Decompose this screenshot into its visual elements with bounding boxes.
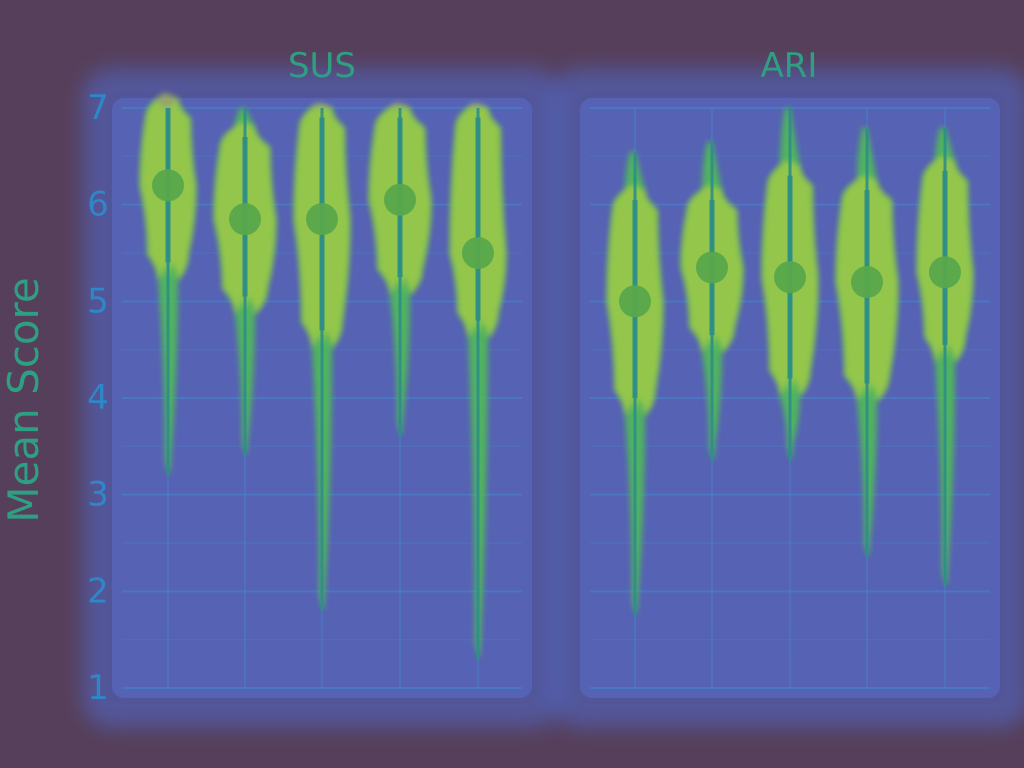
violin-1-1 (681, 141, 743, 461)
violin-mean-0-3 (384, 183, 416, 216)
violin-0-0 (140, 93, 196, 476)
ytick-label-5: 5 (87, 281, 109, 321)
violin-mean-0-4 (462, 237, 494, 269)
y-axis-label: Mean Score (0, 277, 48, 522)
panel-title-ari: ARI (761, 46, 818, 86)
violin-1-2 (762, 108, 818, 461)
violin-mean-0-2 (306, 203, 338, 236)
ytick-label-7: 7 (87, 88, 109, 128)
panel-title-sus: SUS (288, 46, 356, 86)
ytick-label-4: 4 (87, 378, 109, 418)
violin-1-4 (917, 127, 973, 587)
violin-mean-0-1 (229, 203, 261, 236)
violin-mean-1-1 (696, 251, 728, 284)
ytick-layer: 1 2 3 4 5 6 7 (87, 88, 109, 708)
violin-0-4 (450, 103, 506, 659)
violins-layer (140, 93, 973, 659)
ytick-label-2: 2 (87, 571, 109, 611)
y-axis-title: Mean Score (0, 277, 48, 522)
ytick-label-6: 6 (87, 185, 109, 225)
ytick-label-3: 3 (87, 475, 109, 515)
ytick-label-1: 1 (87, 668, 109, 708)
violin-mean-1-2 (774, 261, 806, 294)
violin-1-3 (836, 127, 898, 558)
violin-0-2 (294, 103, 350, 611)
violin-mean-1-3 (851, 266, 883, 298)
violin-mean-1-0 (619, 285, 651, 318)
panel-titles: SUS ARI (288, 46, 817, 86)
violin-mean-0-0 (152, 169, 184, 202)
violin-0-1 (214, 108, 276, 456)
violin-0-3 (369, 103, 431, 437)
violin-mean-1-4 (929, 256, 961, 289)
violin-1-0 (607, 151, 663, 616)
